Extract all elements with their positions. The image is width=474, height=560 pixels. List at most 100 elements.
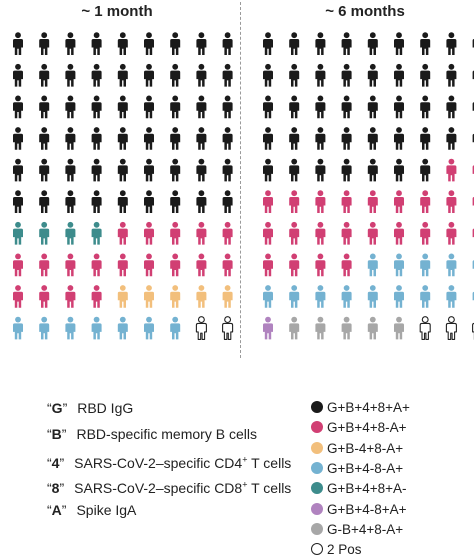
- person-icon-gpbp4n8nap: [315, 285, 326, 308]
- person-icon-gpbp4p8nap: [144, 221, 154, 245]
- person-icon-gpbp4p8pap: [144, 127, 154, 150]
- person-icon-gpbp4p8pap: [13, 158, 23, 182]
- person-icon-gpbp4n8nap: [263, 285, 273, 308]
- person-icon-gpbp4p8pap: [196, 127, 207, 150]
- key-description: SARS-CoV-2–specific CD8+ T cells: [74, 479, 292, 497]
- person-icon-gpbp4p8nap: [263, 253, 273, 277]
- legend-label: G+B-4+8-A+: [327, 440, 404, 456]
- person-icon-gpbp4p8pap: [289, 32, 300, 55]
- person-icon-gpbp4n8nap: [144, 316, 154, 340]
- person-icon-gpbp4p8nap: [394, 221, 404, 245]
- person-icon-gpbn4p8nap: [117, 285, 128, 308]
- person-icon-gpbp4p8nap: [39, 253, 50, 277]
- person-icon-gpbn4p8nap: [170, 285, 181, 308]
- person-icon-gpbp4p8pap: [13, 63, 23, 87]
- person-icon-gpbp4p8pap: [315, 127, 326, 150]
- person-icon-gpbp4p8pap: [39, 190, 50, 213]
- panel-title-6-months: ~ 6 months: [325, 3, 405, 20]
- person-icon-gpbp4p8pap: [91, 158, 102, 182]
- person-icon-gpbp4n8nap: [289, 285, 300, 308]
- person-icon-gpbp4p8pap: [117, 127, 128, 150]
- person-icon-gpbp4p8nap: [196, 221, 207, 245]
- person-icon-gpbp4p8pap: [91, 63, 102, 87]
- person-icon-gpbp4p8pap: [315, 32, 326, 55]
- person-icon-2-pos: [222, 316, 234, 340]
- person-icon-gpbp4p8pap: [394, 127, 404, 150]
- person-icon-gpbp4p8nap: [315, 190, 326, 213]
- person-icon-gpbp4p8pap: [196, 63, 207, 87]
- legend-swatch: [311, 502, 323, 515]
- person-icon-gpbp4p8nap: [420, 190, 431, 213]
- person-icon-gpbp4p8pap: [420, 95, 431, 119]
- person-icon-gpbp4p8nap: [420, 221, 431, 245]
- person-icon-gpbp4p8pap: [420, 32, 431, 55]
- person-icon-gpbp4p8pap: [446, 95, 457, 119]
- person-icon-gpbp4p8pap: [222, 190, 233, 213]
- person-icon-gpbp4p8pap: [170, 158, 181, 182]
- person-icon-gpbp4p8pap: [13, 95, 23, 119]
- person-icon-gpbp4p8pap: [367, 95, 378, 119]
- person-icon-gpbp4p8pap: [65, 63, 76, 87]
- pictogram-chart: [13, 32, 474, 340]
- person-icon-gpbp4p8pap: [394, 32, 404, 55]
- key-code: “A”: [47, 502, 67, 518]
- person-icon-gpbp4p8pan: [39, 221, 50, 245]
- person-icon-gpbp4p8pap: [315, 95, 326, 119]
- person-icon-gpbp4p8pap: [394, 95, 404, 119]
- person-icon-gpbp4n8nap: [341, 285, 352, 308]
- person-icon-gpbp4p8pap: [117, 158, 128, 182]
- key-code: “8”: [47, 480, 65, 497]
- legend-entry: G+B+4+8+A+: [311, 400, 410, 416]
- person-icon-gpbp4p8pap: [263, 158, 273, 182]
- key-code: “4”: [47, 454, 65, 471]
- person-icon-gpbp4p8pap: [222, 63, 233, 87]
- person-icon-gpbp4p8nap: [91, 253, 102, 277]
- legend-swatch: [311, 522, 323, 535]
- person-icon-gpbp4p8nap: [289, 221, 300, 245]
- person-icon-gpbp4p8pap: [446, 32, 457, 55]
- legend-label: G+B+4-8-A+: [327, 460, 404, 476]
- person-icon-gpbp4n8nap: [420, 285, 431, 308]
- person-icon-gnbp4p8nap: [315, 316, 326, 340]
- person-icon-gpbp4p8pap: [289, 63, 300, 87]
- person-icon-gpbp4p8nap: [367, 190, 378, 213]
- key-row: “4” SARS-CoV-2–specific CD4+ T cells: [47, 451, 291, 471]
- person-icon-gpbp4p8pap: [394, 63, 404, 87]
- person-icon-gpbp4p8nap: [13, 285, 23, 308]
- person-icon-gpbp4p8pap: [420, 127, 431, 150]
- person-icon-gpbp4p8pap: [39, 32, 50, 55]
- person-icon-gpbp4p8nap: [315, 221, 326, 245]
- person-icon-gpbp4p8nap: [65, 253, 76, 277]
- person-icon-gpbp4p8pap: [420, 63, 431, 87]
- person-icon-gpbp4p8pap: [91, 190, 102, 213]
- person-icon-gpbp4p8pap: [367, 127, 378, 150]
- person-icon-gpbp4p8pap: [65, 158, 76, 182]
- person-icon-gpbp4p8pap: [341, 32, 352, 55]
- person-icon-gpbp4p8pap: [222, 32, 233, 55]
- person-icon-gpbp4p8pap: [315, 158, 326, 182]
- person-icon-gpbp4p8pap: [446, 63, 457, 87]
- person-icon-gpbp4p8pap: [289, 95, 300, 119]
- person-icon-gpbp4n8nap: [394, 253, 404, 277]
- person-icon-gpbp4p8nap: [394, 190, 404, 213]
- person-icon-gpbp4n8nap: [446, 253, 457, 277]
- person-icon-gpbp4n8nap: [39, 316, 50, 340]
- person-icon-gpbp4p8nap: [65, 285, 76, 308]
- person-icon-gpbp4p8pap: [263, 95, 273, 119]
- person-icon-gpbp4p8pap: [91, 95, 102, 119]
- key-row: “G” RBD IgG: [47, 400, 133, 416]
- person-icon-gpbp4p8nap: [144, 253, 154, 277]
- person-icon-gpbp4p8pap: [144, 32, 154, 55]
- legend-entry: G+B-4+8-A+: [311, 441, 403, 457]
- person-icon-gnbp4p8nap: [394, 316, 404, 340]
- key-row: “A” Spike IgA: [47, 502, 136, 518]
- person-icon-gpbp4p8nap: [367, 221, 378, 245]
- legend-label: G-B+4+8-A+: [327, 521, 404, 537]
- person-icon-gpbp4p8pap: [39, 63, 50, 87]
- person-icon-gpbp4p8pap: [144, 158, 154, 182]
- person-icon-gpbp4p8pap: [13, 32, 23, 55]
- person-icon-gpbp4p8pap: [367, 63, 378, 87]
- person-icon-gpbp4p8pap: [39, 127, 50, 150]
- person-icon-gpbp4p8pan: [65, 221, 76, 245]
- key-code: “B”: [47, 425, 67, 442]
